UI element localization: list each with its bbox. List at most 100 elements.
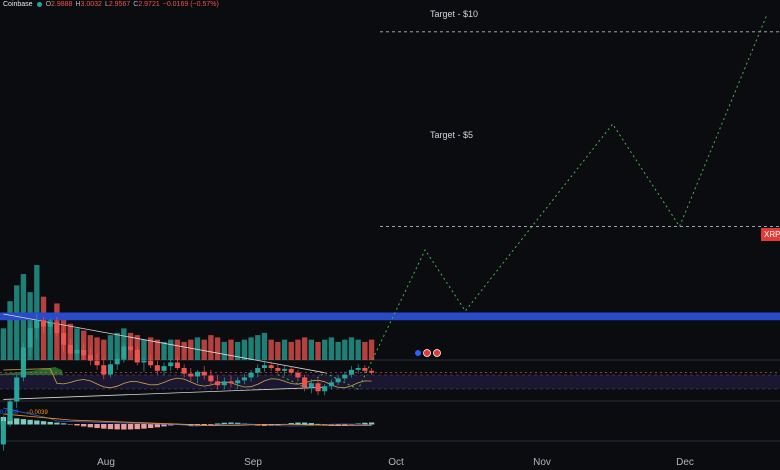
rsi-band	[0, 375, 780, 389]
volume-bar	[7, 301, 13, 360]
volume-bar	[261, 332, 268, 360]
volume-bar	[194, 337, 201, 360]
candle-body	[27, 328, 33, 348]
volume-bar	[335, 341, 341, 360]
macd-bar	[221, 422, 227, 425]
candle-body	[201, 371, 207, 376]
volume-bar	[308, 339, 315, 360]
macd-bar	[335, 424, 341, 426]
macd-bar	[107, 424, 114, 430]
macd-bar	[288, 423, 294, 425]
macd-bar	[94, 424, 100, 429]
candle-body	[295, 372, 301, 378]
candle-body	[235, 380, 241, 384]
candles	[0, 314, 375, 451]
x-axis-label-sep: Sep	[244, 457, 262, 468]
macd-bar	[114, 424, 120, 430]
flag-icon[interactable]	[433, 349, 441, 357]
volume-bar	[241, 339, 248, 360]
macd-bar	[67, 424, 73, 425]
candle-body	[20, 347, 26, 378]
macd-line	[3, 407, 372, 427]
x-axis-label-oct: Oct	[388, 457, 404, 468]
candle-body	[148, 360, 154, 366]
target-5-label: Target - $5	[430, 130, 473, 140]
macd-bar	[74, 424, 80, 426]
macd-bar	[40, 421, 47, 425]
macd-bar	[315, 423, 321, 425]
low-key: L	[104, 1, 109, 8]
volume-bar	[362, 341, 368, 360]
candle-body	[7, 401, 13, 422]
volume-bar	[208, 335, 214, 360]
candle-body	[168, 362, 174, 367]
candle-body	[121, 346, 127, 359]
candle-body	[335, 378, 341, 383]
volume-bar	[0, 328, 7, 360]
volume-bar	[181, 341, 187, 360]
volume-bar	[174, 339, 181, 360]
macd-bar	[342, 424, 348, 426]
candle-body	[302, 377, 308, 388]
candle-body	[40, 320, 47, 327]
candle-body	[215, 381, 221, 386]
candle-body	[308, 383, 314, 388]
volume-bar	[168, 339, 174, 360]
candle-body	[315, 383, 321, 392]
x-axis-label-dec: Dec	[676, 457, 694, 468]
candle-body	[369, 370, 375, 373]
macd-bar	[161, 424, 167, 427]
candle-body	[328, 382, 334, 387]
candle-body	[67, 344, 73, 354]
macd-signal-line	[3, 413, 372, 427]
macd-bar	[101, 424, 107, 429]
triangle-lower-trendline	[3, 386, 325, 400]
macd-bar	[228, 422, 234, 425]
volume-bar	[87, 335, 94, 360]
volume-bar	[101, 339, 107, 360]
high-value: 3.0032	[80, 1, 102, 8]
candle-body	[194, 371, 201, 377]
high-key: H	[75, 1, 81, 8]
candle-body	[362, 367, 368, 371]
candle-body	[261, 365, 268, 368]
macd-bar	[60, 423, 67, 425]
rsi-overbought-fill	[0, 367, 63, 375]
candle-body	[275, 367, 281, 371]
macd-bar	[20, 419, 27, 425]
volume-bar	[328, 337, 335, 360]
candle-body	[54, 322, 60, 334]
price-tag[interactable]: XRP	[761, 228, 780, 241]
volume-bar	[281, 339, 288, 360]
flag-icon[interactable]	[423, 349, 431, 357]
volume-bar	[255, 335, 261, 360]
close-key: C	[133, 1, 139, 8]
volume-bar	[248, 337, 254, 360]
volume-bar	[355, 339, 361, 360]
volume-bar	[348, 337, 355, 360]
candle-body	[61, 333, 67, 345]
macd-bar	[47, 421, 53, 425]
open-value: 2.9888	[51, 1, 73, 8]
candle-body	[141, 360, 147, 363]
candle-body	[355, 367, 361, 370]
candle-body	[107, 364, 114, 375]
candle-body	[87, 355, 93, 361]
candle-body	[14, 377, 20, 402]
volume-bar	[188, 339, 194, 360]
close-value: 2.9721	[138, 1, 160, 8]
macd-bar	[368, 422, 375, 425]
volume-bar	[14, 285, 20, 360]
event-icon[interactable]	[415, 350, 421, 356]
macd-bar	[301, 422, 308, 425]
candle-body	[221, 381, 227, 386]
macd-bar	[188, 424, 194, 426]
candle-body	[47, 322, 53, 327]
volume-bar	[201, 339, 207, 360]
volume-bar	[214, 337, 221, 360]
candle-body	[174, 362, 180, 368]
macd-bar	[87, 424, 94, 428]
candle-body	[228, 381, 234, 384]
volume-bar	[342, 339, 348, 360]
